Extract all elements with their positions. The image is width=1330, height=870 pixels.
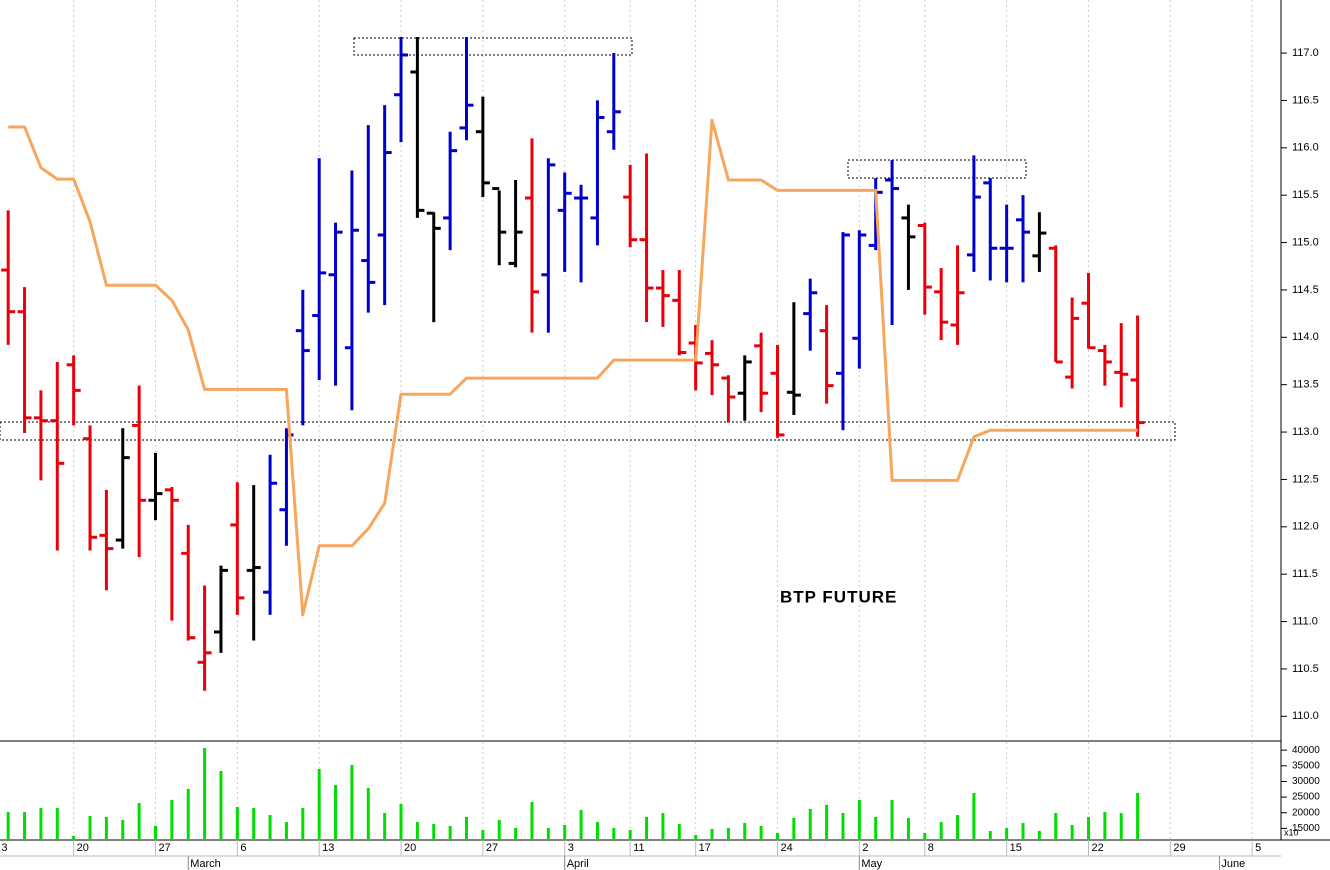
- month-label: June: [1221, 858, 1245, 870]
- month-label: May: [861, 858, 882, 870]
- x-tick-label: 22: [1091, 842, 1103, 854]
- x-tick-label: 11: [633, 842, 644, 854]
- y-tick-label: 112.0: [1292, 521, 1319, 533]
- x-tick-label: 13: [322, 842, 334, 854]
- y-tick-label: 35000: [1292, 760, 1320, 771]
- x-tick-label: 15: [1010, 842, 1022, 854]
- multiplier-label: x10: [1284, 827, 1299, 837]
- y-tick-label: 110.0: [1292, 710, 1319, 722]
- x-tick-label: 3: [568, 842, 574, 854]
- y-tick-label: 110.5: [1292, 663, 1319, 675]
- y-tick-label: 116.0: [1292, 142, 1319, 154]
- y-tick-label: 40000: [1292, 745, 1320, 756]
- resistance-box: [847, 159, 1027, 179]
- x-tick-label: 5: [1255, 842, 1261, 854]
- month-label: April: [567, 858, 589, 870]
- x-tick-label: 20: [77, 842, 89, 854]
- x-tick-label: 27: [486, 842, 498, 854]
- y-tick-label: 114.0: [1292, 331, 1319, 343]
- grid-layer: [73, 0, 1253, 840]
- y-tick-label: 116.5: [1292, 94, 1319, 106]
- x-tick-label: 29: [1173, 842, 1185, 854]
- y-tick-label: 113.5: [1292, 379, 1319, 391]
- x-tick-label: 6: [240, 842, 246, 854]
- y-tick-label: 111.5: [1292, 568, 1318, 580]
- month-label: March: [190, 858, 221, 870]
- x-tick-label: 24: [780, 842, 792, 854]
- x-tick-label: 3: [1, 842, 7, 854]
- indicator-line: [8, 118, 1138, 617]
- y-tick-label: 20000: [1292, 807, 1320, 818]
- y-tick-label: 25000: [1292, 792, 1320, 803]
- resistance-box: [353, 37, 633, 56]
- y-tick-label: 30000: [1292, 776, 1320, 787]
- y-tick-label: 114.5: [1292, 284, 1319, 296]
- x-tick-label: 8: [928, 842, 934, 854]
- x-tick-label: 20: [404, 842, 416, 854]
- annotation: BTP FUTURE: [780, 587, 897, 606]
- y-tick-label: 115.0: [1292, 236, 1319, 248]
- x-tick-label: 17: [699, 842, 711, 854]
- y-tick-label: 113.0: [1292, 426, 1319, 438]
- y-tick-label: 117.0: [1292, 47, 1319, 59]
- x-tick-label: 27: [158, 842, 170, 854]
- y-tick-label: 15000: [1292, 823, 1320, 834]
- y-tick-label: 115.5: [1292, 189, 1319, 201]
- x-tick-label: 2: [862, 842, 868, 854]
- y-tick-label: 112.5: [1292, 473, 1319, 485]
- y-tick-label: 111.0: [1292, 615, 1318, 627]
- support-box: [0, 421, 1176, 441]
